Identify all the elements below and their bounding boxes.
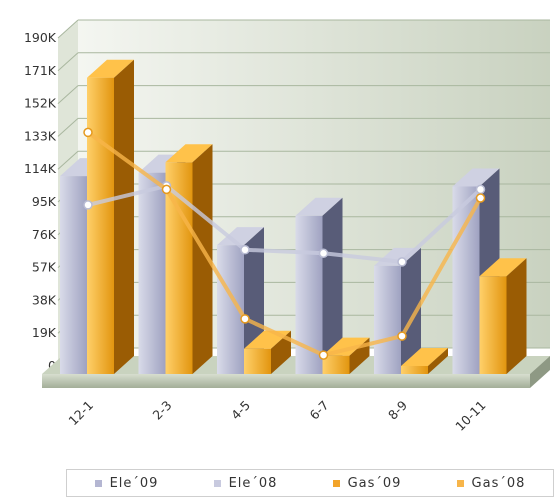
y-tick-label: 171K: [24, 63, 57, 78]
y-tick-label: 19K: [32, 325, 57, 340]
bar-gas09: [479, 258, 527, 374]
y-tick-label: 57K: [32, 260, 57, 275]
y-tick-label: 38K: [32, 292, 57, 307]
point-gas08: [318, 350, 329, 360]
line-gas08: [86, 130, 483, 358]
legend-swatch: [213, 479, 221, 487]
category-label: 4-5: [228, 398, 253, 423]
point-ele08: [83, 200, 93, 210]
legend-label: Ele´09: [109, 475, 159, 491]
point-ele08: [397, 257, 407, 267]
y-tick-label: 152K: [24, 96, 57, 111]
category-label: 12-1: [65, 398, 96, 429]
gridline-side: [57, 52, 79, 72]
y-tick-label: 133K: [24, 128, 57, 143]
point-ele08: [475, 184, 486, 195]
point-gas08: [83, 127, 93, 138]
legend-item: Gas´09: [332, 475, 402, 491]
lines: [83, 127, 486, 360]
bar-ele09: [374, 247, 421, 374]
category-label: 6-7: [307, 398, 332, 423]
bar-gas09: [87, 59, 134, 374]
gridline-side: [57, 150, 79, 170]
line-ele08: [87, 183, 482, 264]
category-label: 2-3: [150, 398, 175, 423]
point-gas08: [397, 331, 407, 341]
legend-item: Ele´09: [94, 475, 159, 491]
point-gas08: [240, 314, 250, 324]
legend-item: Gas´08: [456, 475, 526, 491]
y-tick-label: 95K: [32, 194, 57, 209]
gridline-side: [57, 85, 79, 104]
bar-gas09: [165, 144, 213, 374]
legend: Ele´09 Ele´08 Gas´09 Gas´08: [66, 469, 554, 497]
y-tick-label: 114K: [24, 161, 57, 176]
legend-label: Gas´08: [471, 475, 526, 491]
gridline-side: [57, 118, 79, 137]
bars: [60, 59, 527, 374]
legend-swatch: [94, 479, 102, 487]
point-ele08: [318, 248, 329, 258]
y-tick-label: 76K: [32, 227, 57, 242]
plot-floor-side: [530, 356, 550, 388]
category-labels: 12-1 2-3 4-5 6-7 8-9 10-11: [65, 397, 488, 433]
point-gas08: [475, 193, 486, 203]
legend-swatch: [456, 479, 464, 487]
bar-gas09: [401, 348, 448, 374]
legend-swatch: [332, 479, 340, 487]
category-label: 10-11: [452, 398, 488, 434]
category-label: 8-9: [385, 397, 410, 422]
plot-floor-front: [42, 374, 530, 388]
legend-label: Gas´09: [347, 475, 402, 491]
legend-item: Ele´08: [213, 475, 278, 491]
point-gas08: [161, 184, 172, 195]
y-tick-label: 190K: [24, 30, 57, 45]
gridline-side: [57, 19, 79, 39]
legend-label: Ele´08: [228, 475, 278, 491]
point-ele08: [240, 245, 250, 255]
y-axis-ticks: 019K38K57K76K95K114K133K152K171K190K: [24, 30, 57, 373]
